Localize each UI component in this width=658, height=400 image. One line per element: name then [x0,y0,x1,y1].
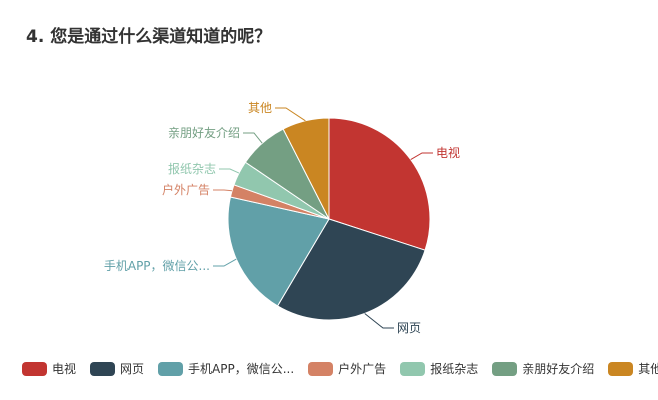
legend-label: 其他 [638,362,658,376]
legend-label: 网页 [120,362,145,376]
legend-item[interactable]: 电视 [22,360,76,377]
legend-swatch [22,361,47,376]
slice-label: 报纸杂志 [168,161,216,176]
legend-item[interactable]: 网页 [90,360,144,377]
legend-label: 报纸杂志 [430,362,479,376]
chart-legend: 电视 网页 手机APP，微信公... 户外广告 报纸杂志 亲朋好友介绍 其他 [22,360,658,377]
legend-swatch [608,361,634,376]
label-leader-line [275,107,306,122]
slice-label: 亲朋好友介绍 [168,126,240,140]
legend-swatch [492,361,518,376]
legend-item[interactable]: 报纸杂志 [400,360,478,377]
label-leader-line [213,258,237,267]
label-leader-line [213,189,233,192]
slice-label: 电视 [436,145,460,160]
pie-slices [227,117,431,321]
legend-item[interactable]: 手机APP，微信公... [158,360,294,377]
legend-label: 亲朋好友介绍 [522,362,595,376]
pie-slice[interactable] [227,196,330,307]
legend-swatch [90,361,116,376]
label-leader-line [364,313,394,329]
legend-item[interactable]: 其他 [608,360,658,377]
legend-swatch [308,361,334,376]
legend-label: 手机APP，微信公... [188,362,295,376]
slice-label: 手机APP，微信公... [104,259,210,273]
chart-title: 4. 您是通过什么渠道知道的呢？ [26,27,272,47]
label-leader-line [410,152,433,161]
pie-slice[interactable] [282,117,330,220]
legend-label: 电视 [52,362,77,376]
legend-item[interactable]: 亲朋好友介绍 [492,360,594,377]
label-leader-line [219,168,240,174]
legend-swatch [158,361,184,376]
slice-label: 网页 [397,321,421,335]
legend-swatch [400,361,426,376]
slice-label: 其他 [248,101,272,115]
label-leader-line [243,132,263,144]
legend-label: 户外广告 [338,362,387,376]
slice-label: 户外广告 [162,182,210,197]
legend-item[interactable]: 户外广告 [308,360,386,377]
pie-slice[interactable] [328,117,431,251]
